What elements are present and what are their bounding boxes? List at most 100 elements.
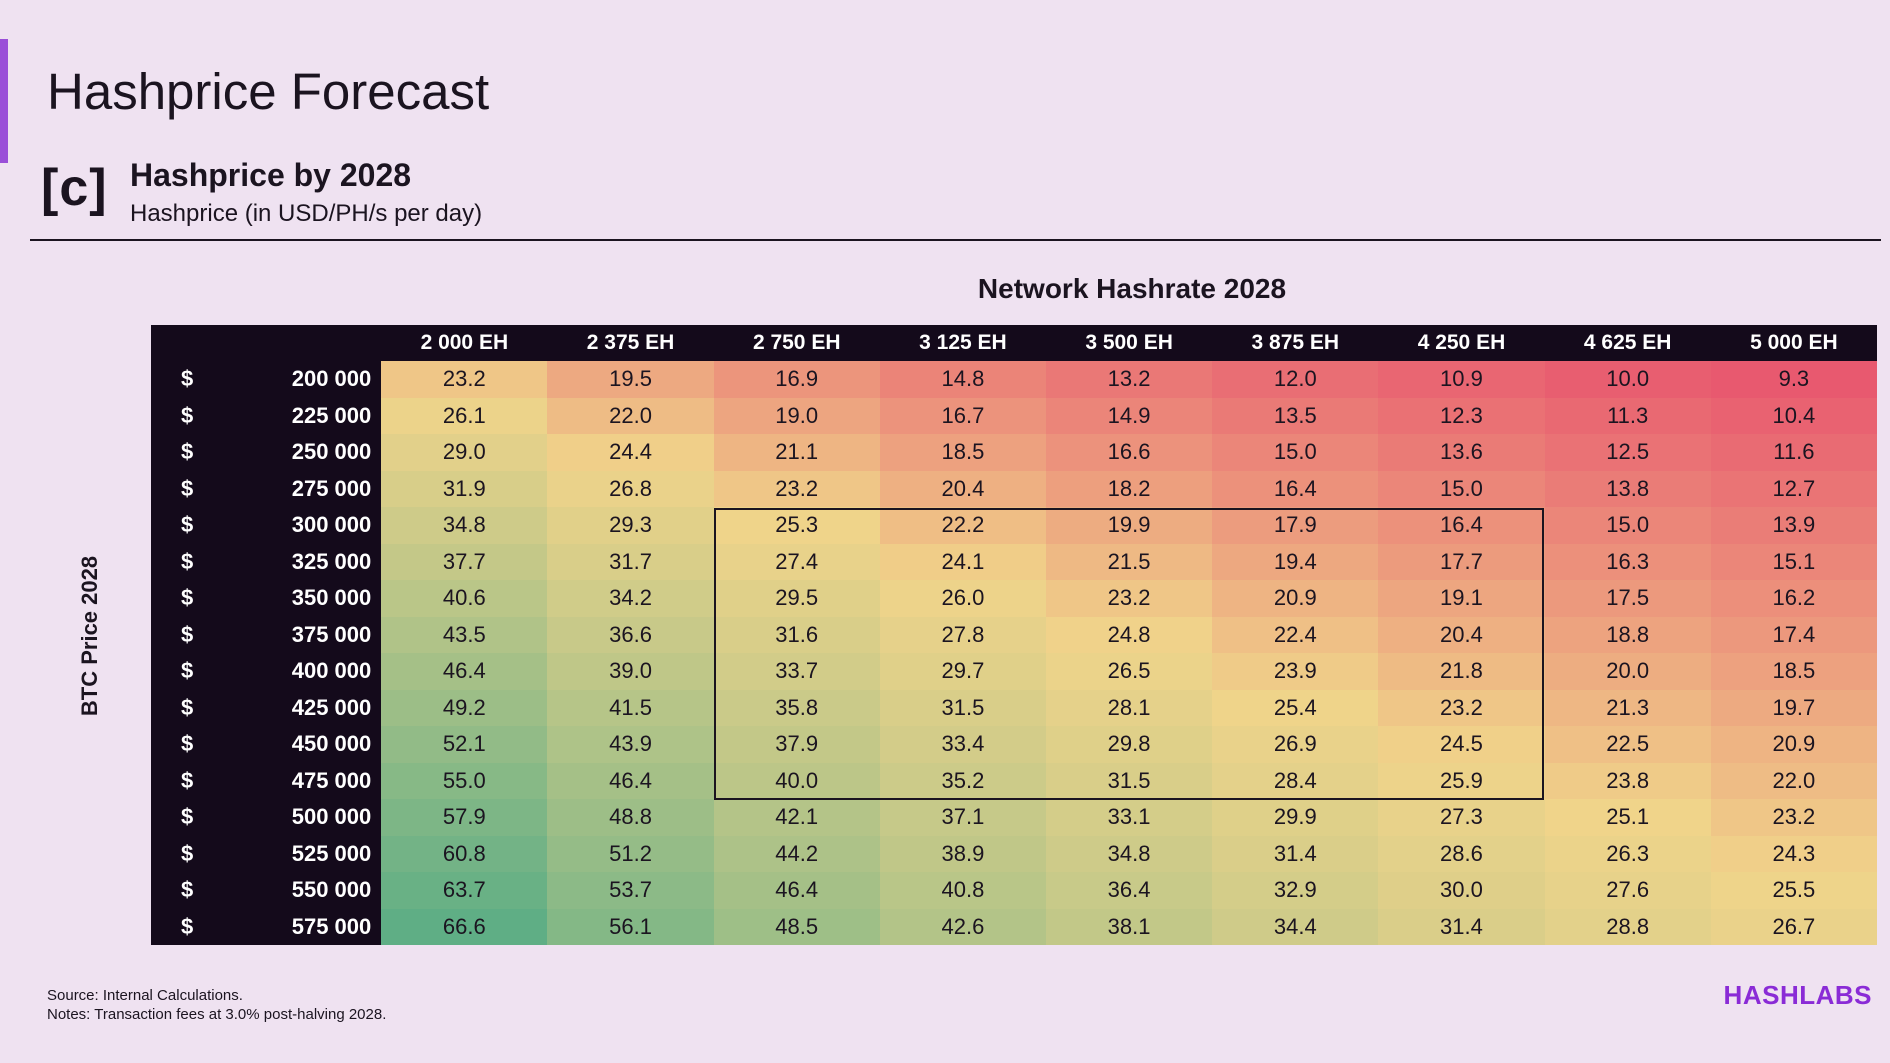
heatmap-cell: 10.0 — [1544, 361, 1711, 398]
section-badge: [c] — [41, 159, 108, 217]
heatmap-cell: 28.6 — [1378, 835, 1545, 872]
heatmap-container: 2 000 EH 2 375 EH 2 750 EH 3 125 EH 3 500 EH… — [151, 325, 1877, 945]
heatmap-cell: 29.0 — [381, 434, 548, 471]
heatmap-cell: 22.0 — [1710, 762, 1877, 799]
heatmap-cell: 13.5 — [1212, 397, 1379, 434]
heatmap-cell: 51.2 — [547, 835, 714, 872]
row-header: 575 000 — [213, 908, 382, 945]
row-currency-symbol: $ — [151, 616, 214, 653]
heatmap-cell: 26.1 — [381, 397, 548, 434]
row-currency-symbol: $ — [151, 799, 214, 836]
heatmap-cell: 13.8 — [1544, 470, 1711, 507]
heatmap-cell: 24.8 — [1046, 616, 1213, 653]
heatmap-cell: 23.2 — [1046, 580, 1213, 617]
column-header: 3 125 EH — [879, 325, 1046, 361]
row-currency-symbol: $ — [151, 507, 214, 544]
heatmap-cell: 27.8 — [879, 616, 1046, 653]
heatmap-cell: 21.3 — [1544, 689, 1711, 726]
heatmap-cell: 46.4 — [547, 762, 714, 799]
heatmap-cell: 26.9 — [1212, 726, 1379, 763]
row-header: 200 000 — [213, 361, 382, 398]
heatmap-cell: 17.5 — [1544, 580, 1711, 617]
heatmap-cell: 16.4 — [1378, 507, 1545, 544]
heatmap-cell: 28.8 — [1544, 908, 1711, 945]
heatmap-cell: 23.2 — [1378, 689, 1545, 726]
heatmap-cell: 25.1 — [1544, 799, 1711, 836]
heatmap-cell: 19.5 — [547, 361, 714, 398]
heatmap-cell: 29.5 — [713, 580, 880, 617]
page-title: Hashprice Forecast — [47, 63, 490, 120]
heatmap-cell: 29.9 — [1212, 799, 1379, 836]
heatmap-cell: 12.3 — [1378, 397, 1545, 434]
table-row: $575 000 66.6 56.1 48.5 42.6 38.1 34.4 31.4 28.8… — [151, 908, 1877, 945]
corner-cell — [151, 325, 214, 361]
heatmap-cell: 38.9 — [879, 835, 1046, 872]
heatmap-cell: 26.5 — [1046, 653, 1213, 690]
heatmap-cell: 22.4 — [1212, 616, 1379, 653]
heatmap-cell: 13.2 — [1046, 361, 1213, 398]
table-row: $525 000 60.8 51.2 44.2 38.9 34.8 31.4 28.6 26.3… — [151, 835, 1877, 872]
row-currency-symbol: $ — [151, 908, 214, 945]
heatmap-cell: 19.1 — [1378, 580, 1545, 617]
heatmap-cell: 33.1 — [1046, 799, 1213, 836]
column-header: 5 000 EH — [1710, 325, 1877, 361]
heatmap-cell: 53.7 — [547, 872, 714, 909]
heatmap-cell: 18.5 — [879, 434, 1046, 471]
heatmap-cell: 16.6 — [1046, 434, 1213, 471]
heatmap-cell: 13.6 — [1378, 434, 1545, 471]
row-header: 550 000 — [213, 872, 382, 909]
row-header: 325 000 — [213, 543, 382, 580]
heatmap-cell: 35.8 — [713, 689, 880, 726]
table-row: $400 000 46.4 39.0 33.7 29.7 26.5 23.9 21.8 20.0… — [151, 653, 1877, 690]
heatmap-cell: 31.7 — [547, 543, 714, 580]
heatmap-cell: 12.0 — [1212, 361, 1379, 398]
heatmap-cell: 16.4 — [1212, 470, 1379, 507]
heatmap-cell: 23.2 — [381, 361, 548, 398]
heatmap-cell: 24.1 — [879, 543, 1046, 580]
heatmap-cell: 35.2 — [879, 762, 1046, 799]
row-header: 450 000 — [213, 726, 382, 763]
heatmap-cell: 28.4 — [1212, 762, 1379, 799]
heatmap-cell: 29.7 — [879, 653, 1046, 690]
row-currency-symbol: $ — [151, 470, 214, 507]
heatmap-cell: 17.9 — [1212, 507, 1379, 544]
row-currency-symbol: $ — [151, 397, 214, 434]
heatmap-cell: 20.4 — [1378, 616, 1545, 653]
row-header: 300 000 — [213, 507, 382, 544]
heatmap-cell: 26.0 — [879, 580, 1046, 617]
heatmap-cell: 31.5 — [879, 689, 1046, 726]
heatmap-cell: 15.0 — [1378, 470, 1545, 507]
heatmap-cell: 34.2 — [547, 580, 714, 617]
heatmap-cell: 23.2 — [713, 470, 880, 507]
heatmap-cell: 12.5 — [1544, 434, 1711, 471]
heatmap-cell: 26.7 — [1710, 908, 1877, 945]
heatmap-cell: 26.3 — [1544, 835, 1711, 872]
row-currency-symbol: $ — [151, 653, 214, 690]
heatmap-cell: 15.0 — [1212, 434, 1379, 471]
heatmap-cell: 21.1 — [713, 434, 880, 471]
heatmap-cell: 28.1 — [1046, 689, 1213, 726]
table-row: $325 000 37.7 31.7 27.4 24.1 21.5 19.4 17.7 16.3… — [151, 543, 1877, 580]
heatmap-cell: 31.4 — [1212, 835, 1379, 872]
heatmap-cell: 30.0 — [1378, 872, 1545, 909]
column-header: 3 500 EH — [1046, 325, 1213, 361]
heatmap-cell: 36.6 — [547, 616, 714, 653]
table-row: $350 000 40.6 34.2 29.5 26.0 23.2 20.9 19.1 17.5… — [151, 580, 1877, 617]
header-divider — [30, 239, 1881, 241]
row-header: 225 000 — [213, 397, 382, 434]
heatmap-cell: 20.4 — [879, 470, 1046, 507]
table-row: $550 000 63.7 53.7 46.4 40.8 36.4 32.9 30.0 27.6… — [151, 872, 1877, 909]
heatmap-cell: 38.1 — [1046, 908, 1213, 945]
column-header: 2 000 EH — [381, 325, 548, 361]
heatmap-cell: 55.0 — [381, 762, 548, 799]
heatmap-cell: 40.0 — [713, 762, 880, 799]
heatmap-cell: 42.1 — [713, 799, 880, 836]
heatmap-cell: 48.8 — [547, 799, 714, 836]
heatmap-cell: 33.4 — [879, 726, 1046, 763]
heatmap-cell: 25.3 — [713, 507, 880, 544]
row-header: 475 000 — [213, 762, 382, 799]
heatmap-cell: 18.8 — [1544, 616, 1711, 653]
chart-title: Hashprice by 2028 — [130, 157, 412, 193]
heatmap-cell: 27.3 — [1378, 799, 1545, 836]
heatmap-cell: 17.7 — [1378, 543, 1545, 580]
